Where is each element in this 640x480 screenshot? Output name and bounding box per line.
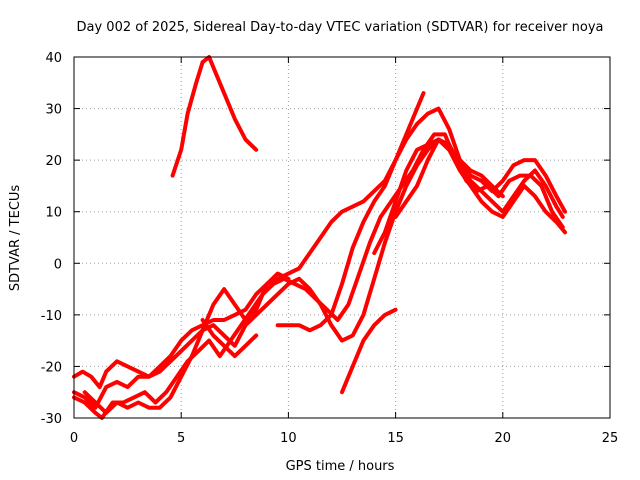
series-line-sat-e xyxy=(82,271,291,415)
series-line-sat-g xyxy=(340,307,398,395)
series-line-sat-c xyxy=(72,137,565,410)
chart-title: Day 002 of 2025, Sidereal Day-to-day VTE… xyxy=(77,20,604,35)
y-tick-label: -20 xyxy=(41,360,62,375)
series-line-sat-d xyxy=(72,132,565,420)
x-tick-label: 5 xyxy=(177,431,185,446)
x-tick-label: 15 xyxy=(387,431,404,446)
y-tick-label: 10 xyxy=(45,206,62,221)
y-tick-label: 0 xyxy=(54,257,62,272)
y-tick-label: 30 xyxy=(45,103,62,118)
x-axis-label: GPS time / hours xyxy=(286,459,395,474)
series-line-sat-b xyxy=(72,91,426,390)
grid-layer xyxy=(74,57,610,418)
x-tick-label: 10 xyxy=(280,431,297,446)
y-tick-label: 40 xyxy=(45,51,62,66)
x-tick-label: 25 xyxy=(602,431,619,446)
y-tick-label: -10 xyxy=(41,309,62,324)
series-layer xyxy=(72,55,567,420)
plot-frame xyxy=(73,56,611,419)
series-line-sat-j xyxy=(200,318,259,359)
y-axis-label: SDTVAR / TECUs xyxy=(8,185,23,292)
series-line-sat-f xyxy=(275,106,567,333)
y-tick-label: -30 xyxy=(41,412,62,427)
series-line-sat-a xyxy=(170,55,259,178)
x-tick-label: 0 xyxy=(70,431,78,446)
series-line-sat-h xyxy=(372,137,567,255)
series-line-sat-i xyxy=(393,137,505,219)
x-tick-label: 20 xyxy=(495,431,512,446)
y-tick-label: 20 xyxy=(45,154,62,169)
